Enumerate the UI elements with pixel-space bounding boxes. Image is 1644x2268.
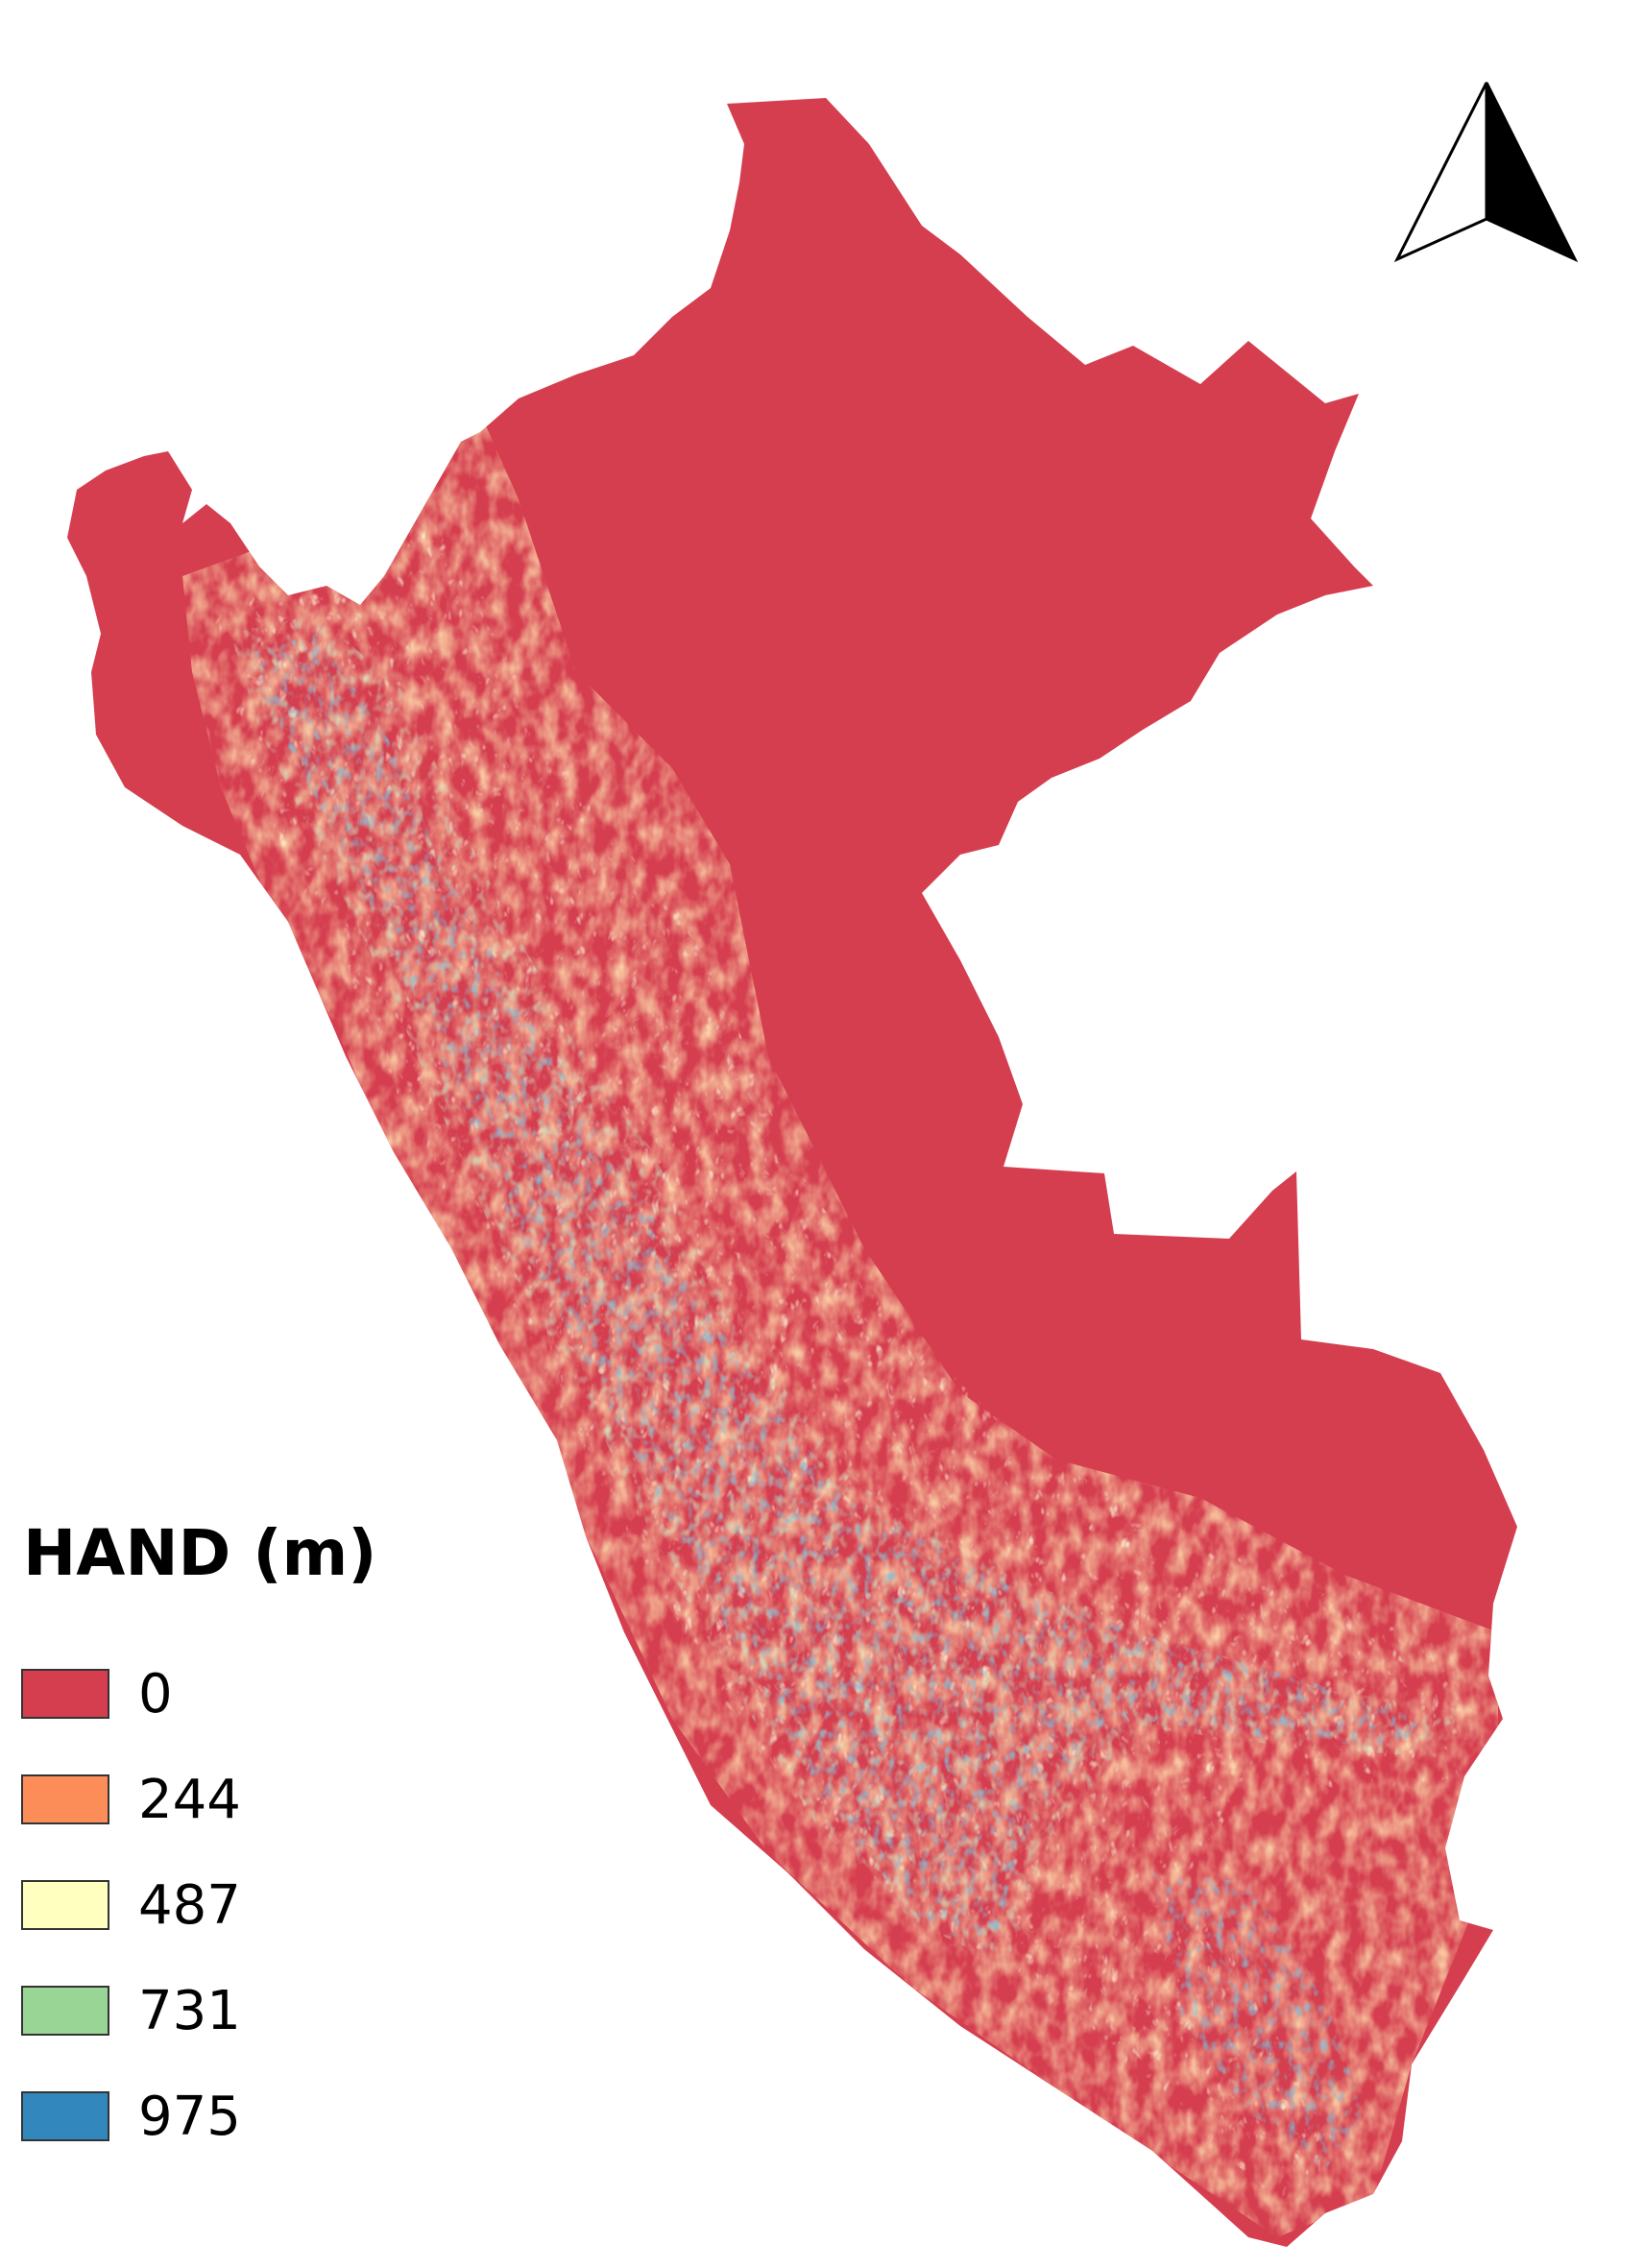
south-blue-patch bbox=[1152, 1872, 1364, 2170]
legend-label: 975 bbox=[138, 2085, 241, 2148]
legend-label: 0 bbox=[138, 1662, 173, 1725]
legend-swatch bbox=[21, 1986, 109, 2036]
legend-item: 731 bbox=[21, 1958, 501, 2063]
hand-raster bbox=[182, 413, 1498, 2237]
legend-label: 731 bbox=[138, 1979, 241, 2042]
legend-swatch bbox=[21, 1774, 109, 1824]
legend-label: 487 bbox=[138, 1873, 241, 1937]
legend-title: HAND (m) bbox=[23, 1516, 377, 1590]
legend-swatch bbox=[21, 1669, 109, 1719]
andes-yellow-band bbox=[211, 480, 1479, 2199]
legend-swatch bbox=[21, 2091, 109, 2141]
legend-label: 244 bbox=[138, 1768, 241, 1831]
legend-swatch bbox=[21, 1880, 109, 1930]
legend-items: 0 244 487 731 975 bbox=[21, 1641, 501, 2169]
legend-item: 975 bbox=[21, 2063, 501, 2169]
north-arrow-icon bbox=[1393, 82, 1579, 263]
andes-blue-band bbox=[250, 634, 1421, 1959]
legend-item: 0 bbox=[21, 1641, 501, 1747]
legend-item: 244 bbox=[21, 1747, 501, 1852]
legend: HAND (m) 0 244 487 731 975 bbox=[21, 1522, 501, 2169]
legend-item: 487 bbox=[21, 1852, 501, 1958]
